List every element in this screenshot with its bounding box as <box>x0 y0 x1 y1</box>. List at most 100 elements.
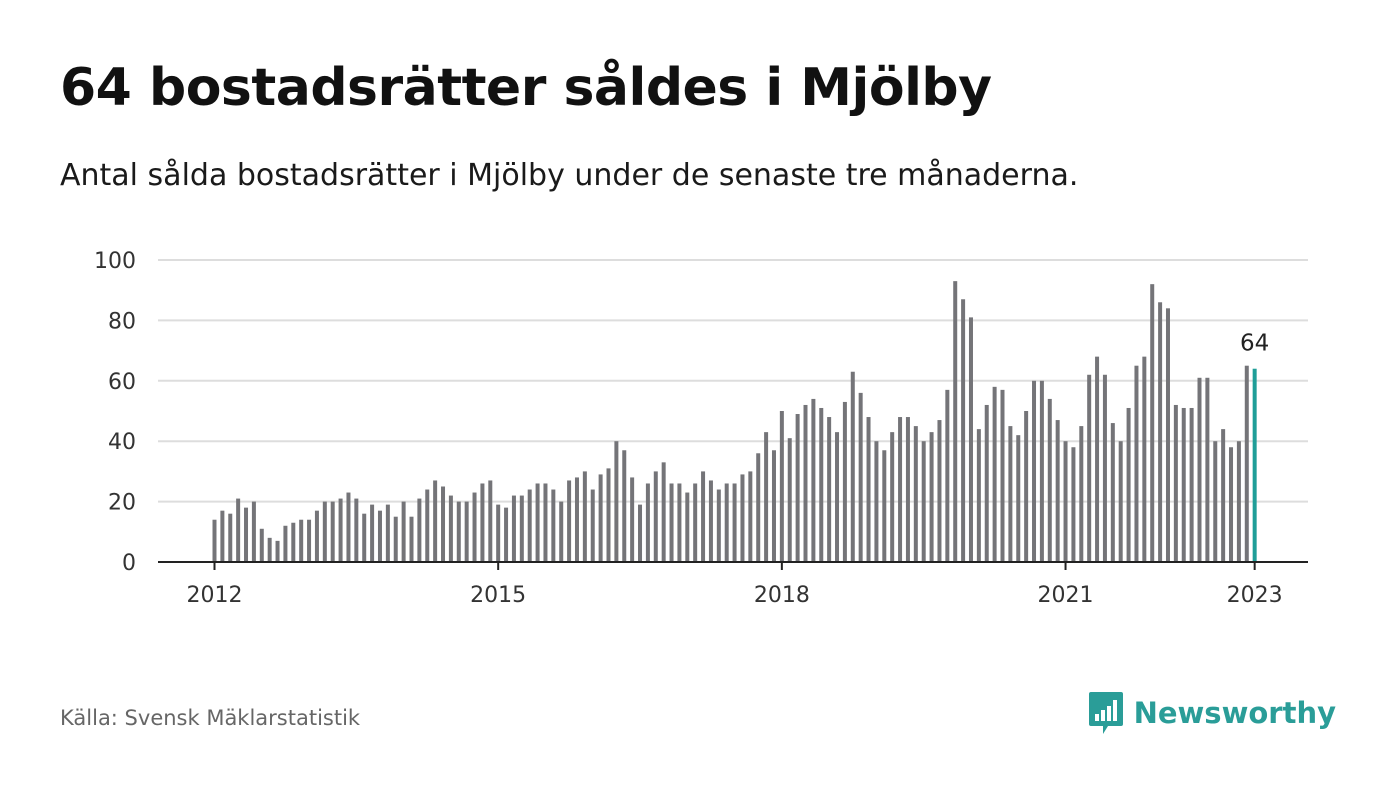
bar <box>496 504 501 562</box>
bar <box>393 516 398 562</box>
axes <box>158 561 1308 570</box>
bar <box>638 504 643 562</box>
bar <box>1189 407 1194 562</box>
bar <box>582 471 587 562</box>
bar <box>1047 398 1052 562</box>
bar <box>441 486 446 562</box>
bar <box>488 480 493 562</box>
bar <box>1126 407 1131 562</box>
bar <box>866 417 871 562</box>
bar <box>882 450 887 562</box>
bar <box>519 495 524 562</box>
bar <box>850 371 855 562</box>
bar <box>992 386 997 562</box>
bar <box>661 462 666 562</box>
bar <box>653 471 658 562</box>
bar <box>1165 308 1170 562</box>
x-tick-label: 2015 <box>470 583 526 608</box>
y-tick-label: 100 <box>94 249 136 274</box>
bar <box>748 471 753 562</box>
bar <box>385 504 390 562</box>
bar <box>1213 441 1218 562</box>
source-note: Källa: Svensk Mäklarstatistik <box>60 706 361 730</box>
bar <box>448 495 453 562</box>
bar <box>953 281 958 562</box>
bar <box>1158 302 1163 562</box>
bar <box>346 492 351 562</box>
bar <box>370 504 375 562</box>
bar <box>961 299 966 562</box>
bar <box>1142 356 1147 562</box>
bar <box>858 392 863 562</box>
bar <box>756 453 761 562</box>
bar <box>283 525 288 562</box>
bar <box>228 513 233 562</box>
bar <box>1024 411 1029 562</box>
highlight-value-label: 64 <box>1240 331 1269 357</box>
bar <box>827 417 832 562</box>
y-tick-label: 20 <box>108 491 136 516</box>
bar <box>330 501 335 562</box>
bar <box>275 540 280 562</box>
bar <box>590 489 595 562</box>
bar <box>504 507 509 562</box>
bar <box>976 429 981 562</box>
bar <box>220 510 225 562</box>
bar <box>779 411 784 562</box>
bar <box>433 480 438 562</box>
bar <box>1063 441 1068 562</box>
bars <box>212 281 1257 562</box>
bar <box>819 407 824 562</box>
bar <box>669 483 674 562</box>
x-tick-label: 2012 <box>187 583 243 608</box>
bar <box>1197 377 1202 562</box>
bar <box>835 432 840 562</box>
bar <box>527 489 532 562</box>
bar <box>299 519 304 562</box>
bar <box>551 489 556 562</box>
bar <box>1008 426 1013 562</box>
bar <box>1134 365 1139 562</box>
brand-logo[interactable]: Newsworthy <box>1088 690 1336 736</box>
bar <box>1110 423 1115 562</box>
bar <box>212 519 217 562</box>
bar <box>622 450 627 562</box>
bar <box>291 522 296 562</box>
bar <box>251 501 256 562</box>
bar <box>472 492 477 562</box>
bar <box>740 474 745 562</box>
bar <box>1055 420 1060 562</box>
labels: 0 20 40 60 80 100 2012 2015 2018 2021 2023 64 <box>94 249 1283 608</box>
bar <box>511 495 516 562</box>
bar <box>1205 377 1210 562</box>
bar <box>1095 356 1100 562</box>
bar <box>677 483 682 562</box>
chart-subtitle: Antal sålda bostadsrätter i Mjölby under… <box>60 158 1079 193</box>
bar <box>480 483 485 562</box>
y-tick-label: 80 <box>108 309 136 334</box>
bar <box>1032 380 1037 562</box>
y-tick-label: 60 <box>108 370 136 395</box>
bar <box>811 398 816 562</box>
bar <box>409 516 414 562</box>
bar <box>259 528 264 562</box>
bar <box>732 483 737 562</box>
bar <box>921 441 926 562</box>
bar-latest <box>1252 368 1257 562</box>
bar <box>338 498 343 562</box>
bar <box>598 474 603 562</box>
bar <box>968 317 973 562</box>
bar <box>905 417 910 562</box>
x-tick-label: 2023 <box>1227 583 1283 608</box>
bar <box>724 483 729 562</box>
brand-name: Newsworthy <box>1133 696 1336 730</box>
bar <box>630 477 635 562</box>
bar <box>1102 374 1107 562</box>
bar <box>1087 374 1092 562</box>
x-tick-label: 2018 <box>754 583 810 608</box>
bar <box>1016 435 1021 562</box>
bar <box>236 498 241 562</box>
bar <box>244 507 249 562</box>
bar <box>354 498 359 562</box>
bar <box>795 414 800 562</box>
